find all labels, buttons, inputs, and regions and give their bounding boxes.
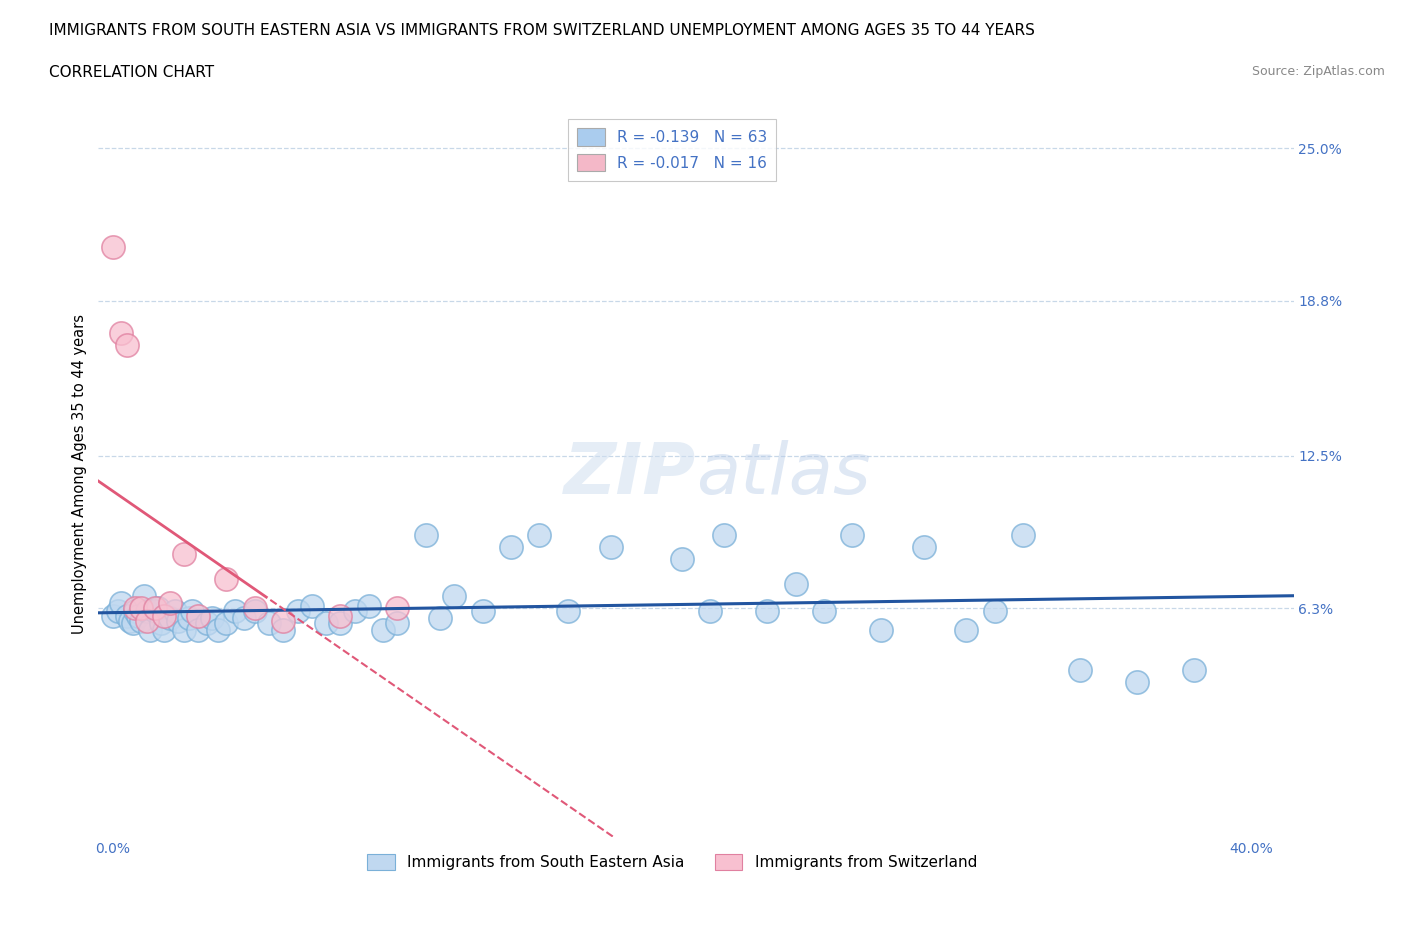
Point xyxy=(121,616,143,631)
Point xyxy=(124,604,146,618)
Point xyxy=(385,601,409,616)
Point xyxy=(243,601,266,616)
Point xyxy=(215,616,238,631)
Point xyxy=(429,611,451,626)
Point xyxy=(273,613,295,628)
Point xyxy=(159,611,181,626)
Point xyxy=(187,623,209,638)
Point xyxy=(955,623,977,638)
Point xyxy=(173,547,195,562)
Point xyxy=(1069,662,1091,677)
Point xyxy=(207,623,229,638)
Point xyxy=(181,604,204,618)
Point xyxy=(165,604,187,618)
Point xyxy=(224,604,246,618)
Point xyxy=(110,326,132,340)
Point xyxy=(153,608,176,623)
Point xyxy=(135,613,157,628)
Point xyxy=(110,596,132,611)
Point xyxy=(329,608,352,623)
Point xyxy=(343,604,366,618)
Point xyxy=(443,589,465,604)
Point xyxy=(385,616,409,631)
Point xyxy=(529,527,551,542)
Point xyxy=(1126,674,1149,689)
Point xyxy=(301,598,323,613)
Point xyxy=(257,616,280,631)
Point xyxy=(1182,662,1205,677)
Point xyxy=(115,338,138,352)
Point xyxy=(273,623,295,638)
Point xyxy=(101,608,124,623)
Point xyxy=(124,601,146,616)
Point xyxy=(118,613,141,628)
Point xyxy=(135,604,157,618)
Text: IMMIGRANTS FROM SOUTH EASTERN ASIA VS IMMIGRANTS FROM SWITZERLAND UNEMPLOYMENT A: IMMIGRANTS FROM SOUTH EASTERN ASIA VS IM… xyxy=(49,23,1035,38)
Point xyxy=(499,539,522,554)
Point xyxy=(841,527,863,542)
Point xyxy=(179,611,201,626)
Point xyxy=(148,601,170,616)
Point xyxy=(159,596,181,611)
Point xyxy=(201,611,224,626)
Point xyxy=(785,577,807,591)
Point xyxy=(129,613,152,628)
Point xyxy=(287,604,309,618)
Legend: Immigrants from South Eastern Asia, Immigrants from Switzerland: Immigrants from South Eastern Asia, Immi… xyxy=(361,848,983,876)
Point xyxy=(167,613,190,628)
Point xyxy=(127,608,149,623)
Text: CORRELATION CHART: CORRELATION CHART xyxy=(49,65,214,80)
Point xyxy=(232,611,254,626)
Point xyxy=(243,604,266,618)
Point xyxy=(371,623,394,638)
Point xyxy=(756,604,779,618)
Point xyxy=(138,623,160,638)
Point xyxy=(912,539,935,554)
Y-axis label: Unemployment Among Ages 35 to 44 years: Unemployment Among Ages 35 to 44 years xyxy=(72,314,87,634)
Point xyxy=(195,616,218,631)
Text: atlas: atlas xyxy=(696,440,870,509)
Text: Source: ZipAtlas.com: Source: ZipAtlas.com xyxy=(1251,65,1385,78)
Point xyxy=(315,616,337,631)
Point xyxy=(1012,527,1035,542)
Text: ZIP: ZIP xyxy=(564,440,696,509)
Point xyxy=(101,239,124,254)
Point xyxy=(143,601,166,616)
Point xyxy=(557,604,579,618)
Point xyxy=(699,604,721,618)
Point xyxy=(357,598,380,613)
Point xyxy=(813,604,835,618)
Point xyxy=(599,539,621,554)
Point xyxy=(187,608,209,623)
Point xyxy=(215,571,238,586)
Point xyxy=(129,601,152,616)
Point xyxy=(115,608,138,623)
Point xyxy=(671,551,693,566)
Point xyxy=(713,527,735,542)
Point xyxy=(329,616,352,631)
Point xyxy=(415,527,437,542)
Point xyxy=(150,616,173,631)
Point xyxy=(153,623,176,638)
Point xyxy=(132,589,155,604)
Point xyxy=(143,604,166,618)
Point xyxy=(870,623,893,638)
Point xyxy=(173,623,195,638)
Point xyxy=(107,604,129,618)
Point xyxy=(471,604,494,618)
Point xyxy=(984,604,1007,618)
